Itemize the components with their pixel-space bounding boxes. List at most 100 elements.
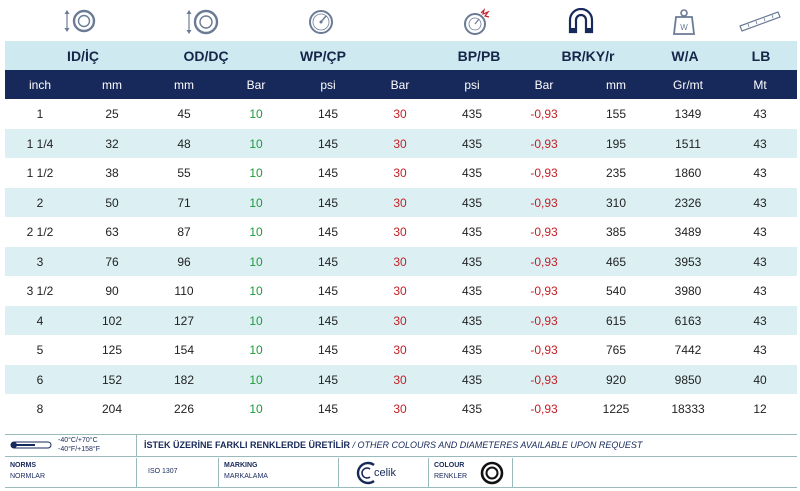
- footer-divider: [136, 458, 137, 488]
- cell-id-mm: 50: [105, 195, 119, 210]
- footer-divider: [338, 458, 339, 488]
- icon-row: W: [0, 0, 800, 41]
- cell-id-mm: 38: [105, 166, 119, 180]
- cell-id-mm: 76: [105, 254, 119, 269]
- cell-id-mm: 90: [105, 284, 119, 298]
- cell-br-mm: 155: [605, 107, 627, 121]
- cell-wp-bar: 10: [249, 343, 263, 357]
- cell-weight: 3489: [674, 225, 702, 239]
- cell-bp-bar: 30: [393, 284, 407, 298]
- cell-bp-bar: 30: [393, 372, 407, 387]
- cell-wp-psi: 145: [317, 343, 339, 357]
- cell-bp-psi: 435: [461, 225, 483, 239]
- table-row: 1 1/4 32 48 10 145 30 435 -0,93 195 1511 43: [5, 128, 797, 158]
- cell-od-mm: 182: [173, 372, 195, 387]
- availability-note: İSTEK ÜZERİNE FARKLI RENKLERDE ÜRETİLİR …: [144, 440, 642, 450]
- header-bp: BP/PB: [457, 48, 501, 64]
- cell-id-mm: 152: [101, 372, 123, 387]
- cell-od-mm: 110: [174, 284, 194, 298]
- cell-wp-psi: 145: [317, 166, 339, 180]
- table-row: 3 1/2 90 110 10 145 30 435 -0,93 540 3980 43: [5, 276, 797, 306]
- cell-br-mm: 195: [605, 136, 627, 151]
- header-lb: LB: [751, 48, 771, 64]
- cell-br-mm: 540: [605, 284, 627, 298]
- table-row: 5 125 154 10 145 30 435 -0,93 765 7442 43: [5, 335, 797, 365]
- cell-id-mm: 63: [105, 225, 119, 239]
- cell-weight: 2326: [674, 195, 702, 210]
- unit-id-mm: mm: [102, 78, 122, 92]
- outer-diameter-icon: [186, 9, 219, 35]
- header-br: BR/KY/r: [561, 48, 615, 64]
- cell-br-bar: -0,93: [530, 195, 558, 210]
- unit-wp-bar: Bar: [246, 78, 266, 92]
- cell-wp-bar: 10: [249, 284, 263, 298]
- vacuum-magnet-icon: [568, 8, 594, 34]
- table-row: 2 50 71 10 145 30 435 -0,93 310 2326 43: [5, 187, 797, 217]
- unit-bp-bar: Bar: [390, 78, 410, 92]
- cell-bp-psi: 435: [461, 402, 483, 416]
- cell-weight: 3953: [674, 254, 702, 269]
- cell-od-mm: 48: [177, 136, 191, 151]
- cell-id-mm: 25: [105, 107, 119, 121]
- cell-length: 43: [753, 136, 767, 151]
- cell-length: 43: [753, 343, 767, 357]
- cell-wp-bar: 10: [249, 166, 263, 180]
- cell-wp-bar: 10: [249, 225, 263, 239]
- cell-length: 43: [753, 284, 767, 298]
- cell-weight: 9850: [674, 372, 702, 387]
- colour-swatch-icon: [480, 461, 504, 485]
- cell-wp-bar: 10: [249, 372, 263, 387]
- unit-inch: inch: [28, 78, 52, 92]
- cell-weight: 18333: [671, 402, 705, 416]
- table-row: 1 1/2 38 55 10 145 30 435 -0,93 235 1860 43: [5, 158, 797, 188]
- celik-logo-icon: [356, 461, 375, 485]
- cell-br-bar: -0,93: [530, 254, 558, 269]
- cell-size-inch: 1: [36, 107, 44, 121]
- cell-size-inch: 2: [36, 195, 44, 210]
- cell-length: 43: [753, 107, 767, 121]
- cell-bp-psi: 435: [461, 313, 483, 328]
- temp-fahrenheit: -40°F/+158°F: [58, 446, 100, 453]
- spec-table-body: 1 25 45 10 145 30 435 -0,93 155 1349 43 1 1/4 32 48 10…: [5, 99, 797, 424]
- cell-br-bar: -0,93: [530, 136, 558, 151]
- marking-label-tr: MARKALAMA: [224, 473, 268, 480]
- cell-wp-psi: 145: [317, 225, 339, 239]
- cell-bp-psi: 435: [461, 136, 483, 151]
- cell-id-mm: 102: [101, 313, 123, 328]
- cell-br-mm: 465: [605, 254, 627, 269]
- cell-weight: 7442: [674, 343, 702, 357]
- table-row: 6 152 182 10 145 30 435 -0,93 920 9850 40: [5, 364, 797, 394]
- table-row: 1 25 45 10 145 30 435 -0,93 155 1349 43: [5, 99, 797, 129]
- unit-br-bar: Bar: [534, 78, 554, 92]
- cell-size-inch: 5: [36, 343, 44, 357]
- cell-size-inch: 1 1/2: [26, 166, 54, 180]
- unit-br-mm: mm: [606, 78, 626, 92]
- cell-bp-bar: 30: [393, 343, 407, 357]
- cell-br-bar: -0,93: [530, 225, 558, 239]
- unit-wp-psi: psi: [320, 78, 336, 92]
- cell-wp-bar: 10: [249, 107, 263, 121]
- cell-id-mm: 32: [105, 136, 119, 151]
- cell-length: 43: [753, 166, 767, 180]
- header-wa: W/A: [671, 48, 699, 64]
- cell-od-mm: 55: [177, 166, 191, 180]
- cell-wp-psi: 145: [317, 402, 339, 416]
- cell-wp-bar: 10: [249, 313, 263, 328]
- column-group-header: ID/İÇ OD/DÇ WP/ÇP BP/PB BR/KY/r W/A LB: [5, 41, 797, 70]
- cell-length: 43: [753, 254, 767, 269]
- table-row: 3 76 96 10 145 30 435 -0,93 465 3953 43: [5, 246, 797, 276]
- cell-bp-bar: 30: [393, 136, 407, 151]
- cell-length: 40: [753, 372, 767, 387]
- cell-bp-bar: 30: [393, 195, 407, 210]
- header-od: OD/DÇ: [183, 48, 229, 64]
- table-row: 8 204 226 10 145 30 435 -0,93 1225 18333 12: [5, 394, 797, 424]
- cell-weight: 6163: [674, 313, 702, 328]
- thermometer-icon: [10, 441, 52, 449]
- footer-info-row: [5, 458, 797, 488]
- cell-wp-psi: 145: [317, 372, 339, 387]
- cell-wp-psi: 145: [317, 284, 339, 298]
- cell-br-mm: 385: [605, 225, 627, 239]
- cell-br-mm: 920: [605, 372, 627, 387]
- norms-label: NORMS: [10, 462, 37, 469]
- cell-wp-bar: 10: [249, 254, 263, 269]
